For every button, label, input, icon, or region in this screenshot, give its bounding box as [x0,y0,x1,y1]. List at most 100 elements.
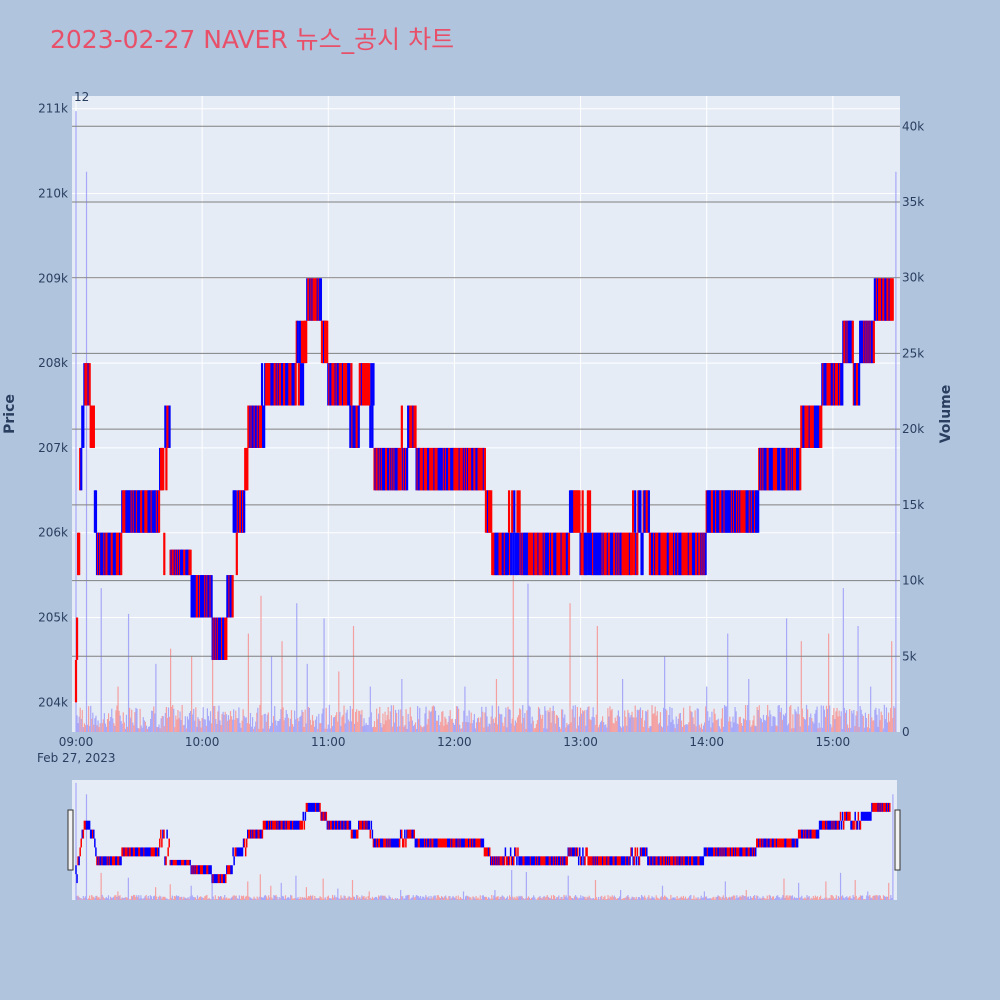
price-candle [461,838,464,848]
price-candle [493,856,495,866]
price-candle [109,856,112,866]
price-candle [414,838,417,848]
price-candle [312,802,315,812]
price-candle [615,856,618,866]
price-candle [237,847,240,857]
price-candle [74,659,78,703]
price-candle [858,363,861,406]
price-candle [302,811,305,821]
price-candle [212,874,214,884]
price-candle [248,829,250,839]
price-candle [163,829,165,839]
y2-axis-title: Volume [938,385,954,444]
price-candle [575,847,578,857]
price-candle [507,856,510,866]
price-candle [709,847,712,857]
price-candle [397,838,400,848]
price-candle [517,532,520,576]
price-candle [636,532,639,576]
price-candle [698,856,700,866]
price-candle [777,838,780,848]
price-candle [439,838,442,848]
price-candle [257,829,259,839]
price-candle [487,847,490,857]
price-candle [675,856,677,866]
price-candle [171,859,174,866]
price-candle [301,363,305,406]
price-candle [152,847,155,857]
price-candle [853,820,855,830]
price-candle [574,847,577,857]
x-date-label: Feb 27, 2023 [37,751,116,765]
price-candle [816,829,819,839]
price-candle [529,856,532,866]
rangeslider-right-handle[interactable] [894,809,901,871]
price-candle [112,856,115,866]
price-candle [319,802,321,812]
price-candle [690,856,692,866]
price-candle [324,811,327,821]
price-candle [476,838,478,848]
price-candle [532,856,535,866]
price-candle [808,829,810,839]
price-candle [668,856,670,866]
price-candle [637,856,640,866]
price-candle [821,820,824,830]
price-candle [477,838,479,848]
price-candle [303,820,306,830]
price-candle [684,856,687,866]
price-candle [835,820,838,830]
price-candle [776,838,779,848]
price-candle [582,847,584,857]
price-candle [232,847,234,857]
price-candle [817,829,820,839]
price-candle [98,856,100,866]
price-candle [571,847,574,857]
price-candle [422,838,425,848]
price-candle [503,856,506,866]
price-candle [150,847,153,857]
price-candle [681,856,684,866]
price-candle [806,829,808,839]
price-candle [588,856,590,866]
price-candle [781,838,783,848]
price-candle [587,856,589,866]
price-candle [243,490,246,533]
price-candle [355,829,358,839]
price-candle [814,829,817,839]
price-candle [794,838,797,848]
price-candle [510,856,513,866]
price-candle [178,859,181,866]
price-candle [115,856,117,866]
price-candle [738,847,740,857]
y-tick-label: 210k [38,187,68,201]
price-candle [220,874,223,884]
rangeslider-left-handle[interactable] [67,809,74,871]
price-candle [828,820,830,830]
price-candle [780,838,782,848]
price-candle [80,838,82,848]
price-candle [531,856,534,866]
price-candle [496,856,498,866]
price-candle [162,829,164,839]
price-candle [497,856,499,866]
price-candle [708,847,711,857]
price-candle [374,838,377,848]
price-candle [133,847,136,857]
price-candle [348,820,351,830]
price-candle [829,820,831,830]
price-candle [211,874,213,884]
price-candle [99,856,101,866]
rangeslider-volume [75,782,894,900]
price-candle [350,829,353,839]
price-candle [400,829,403,839]
price-candle [649,856,651,866]
price-candle [214,874,217,884]
price-candle [815,829,818,839]
price-candle [271,820,273,830]
price-candle [672,856,674,866]
price-candle [142,847,144,857]
price-candle [754,847,757,857]
price-candle [168,405,171,448]
price-candle [296,820,298,830]
